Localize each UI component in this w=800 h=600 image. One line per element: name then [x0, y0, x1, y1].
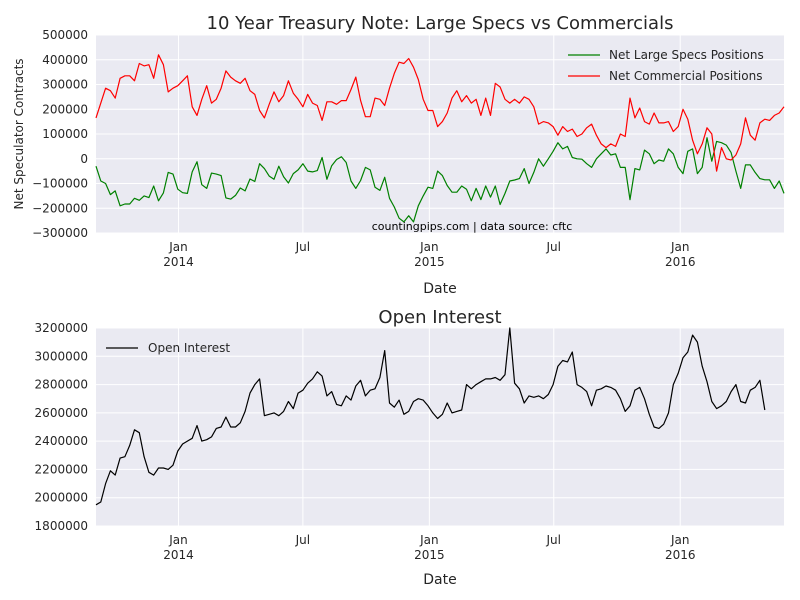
- open-interest-chart: 3200000 3000000 2800000 2600000 2400000 22000…: [35, 307, 784, 588]
- open-interest-y-ticks: 3200000 3000000 2800000 2600000 2400000 22000…: [35, 321, 88, 533]
- open-interest-y-tick-label: 2000000: [35, 491, 88, 505]
- open-interest-legend: Open Interest: [106, 341, 230, 355]
- net-positions-y-axis-label: Net Speculator Contracts: [12, 58, 26, 209]
- series-line-open-interest: [95, 327, 766, 506]
- net-positions-y-ticks: 500000 400000 300000 200000 100000 0 −100000 −2…: [32, 28, 88, 240]
- open-interest-x-tick-year-label: 2015: [414, 548, 445, 562]
- open-interest-y-tick-label: 2800000: [35, 378, 88, 392]
- net-positions-y-tick-label: −300000: [32, 226, 88, 240]
- legend-label-net-large-specs: Net Large Specs Positions: [609, 48, 764, 62]
- series-line-net-large-specs-positions: [95, 137, 785, 223]
- net-positions-x-tick-label: Jan: [168, 240, 188, 254]
- net-positions-x-tick-year-label: 2014: [163, 255, 194, 269]
- net-positions-series: [95, 54, 785, 223]
- open-interest-x-tick-year-label: 2014: [163, 548, 194, 562]
- net-positions-x-tick-label: Jul: [295, 240, 310, 254]
- legend-label-net-commercial: Net Commercial Positions: [609, 69, 762, 83]
- net-positions-y-tick-label: 0: [80, 152, 88, 166]
- net-positions-y-tick-label: 200000: [42, 102, 88, 116]
- net-positions-y-tick-label: 100000: [42, 127, 88, 141]
- open-interest-y-tick-label: 2600000: [35, 406, 88, 420]
- net-positions-y-tick-label: 300000: [42, 78, 88, 92]
- open-interest-x-tick-label: Jan: [419, 533, 439, 547]
- open-interest-x-tick-label: Jan: [670, 533, 690, 547]
- net-positions-x-tick-label: Jul: [546, 240, 561, 254]
- open-interest-plot-area: [96, 328, 784, 526]
- open-interest-y-tick-label: 3200000: [35, 321, 88, 335]
- legend-label-open-interest: Open Interest: [148, 341, 230, 355]
- open-interest-y-tick-label: 2200000: [35, 462, 88, 476]
- net-positions-chart-title: 10 Year Treasury Note: Large Specs vs Co…: [207, 13, 674, 34]
- open-interest-x-tick-year-label: 2016: [665, 548, 696, 562]
- open-interest-y-tick-label: 2400000: [35, 434, 88, 448]
- net-positions-y-tick-label: 400000: [42, 53, 88, 67]
- net-positions-x-axis-label: Date: [423, 281, 456, 297]
- open-interest-grid: [96, 327, 784, 527]
- open-interest-x-tick-label: Jul: [295, 533, 310, 547]
- net-positions-chart: 500000 400000 300000 200000 100000 0 −100000 −2…: [12, 13, 785, 297]
- net-positions-y-tick-label: 500000: [42, 28, 88, 42]
- open-interest-y-tick-label: 3000000: [35, 349, 88, 363]
- net-positions-y-tick-label: −200000: [32, 201, 88, 215]
- series-line-net-commercial-positions: [95, 54, 785, 172]
- net-positions-x-tick-label: Jan: [670, 240, 690, 254]
- net-positions-x-tick-year-label: 2016: [665, 255, 696, 269]
- open-interest-x-tick-label: Jul: [546, 533, 561, 547]
- open-interest-x-axis-label: Date: [423, 572, 456, 588]
- net-positions-y-tick-label: −100000: [32, 177, 88, 191]
- open-interest-y-tick-label: 1800000: [35, 519, 88, 533]
- net-positions-x-tick-label: Jan: [419, 240, 439, 254]
- data-source-annotation: countingpips.com | data source: cftc: [372, 220, 573, 233]
- net-positions-x-tick-year-label: 2015: [414, 255, 445, 269]
- open-interest-x-tick-label: Jan: [168, 533, 188, 547]
- open-interest-chart-title: Open Interest: [378, 307, 501, 328]
- net-positions-grid: [96, 34, 784, 234]
- open-interest-series: [95, 327, 766, 506]
- net-positions-legend: Net Large Specs Positions Net Commercial…: [568, 48, 764, 83]
